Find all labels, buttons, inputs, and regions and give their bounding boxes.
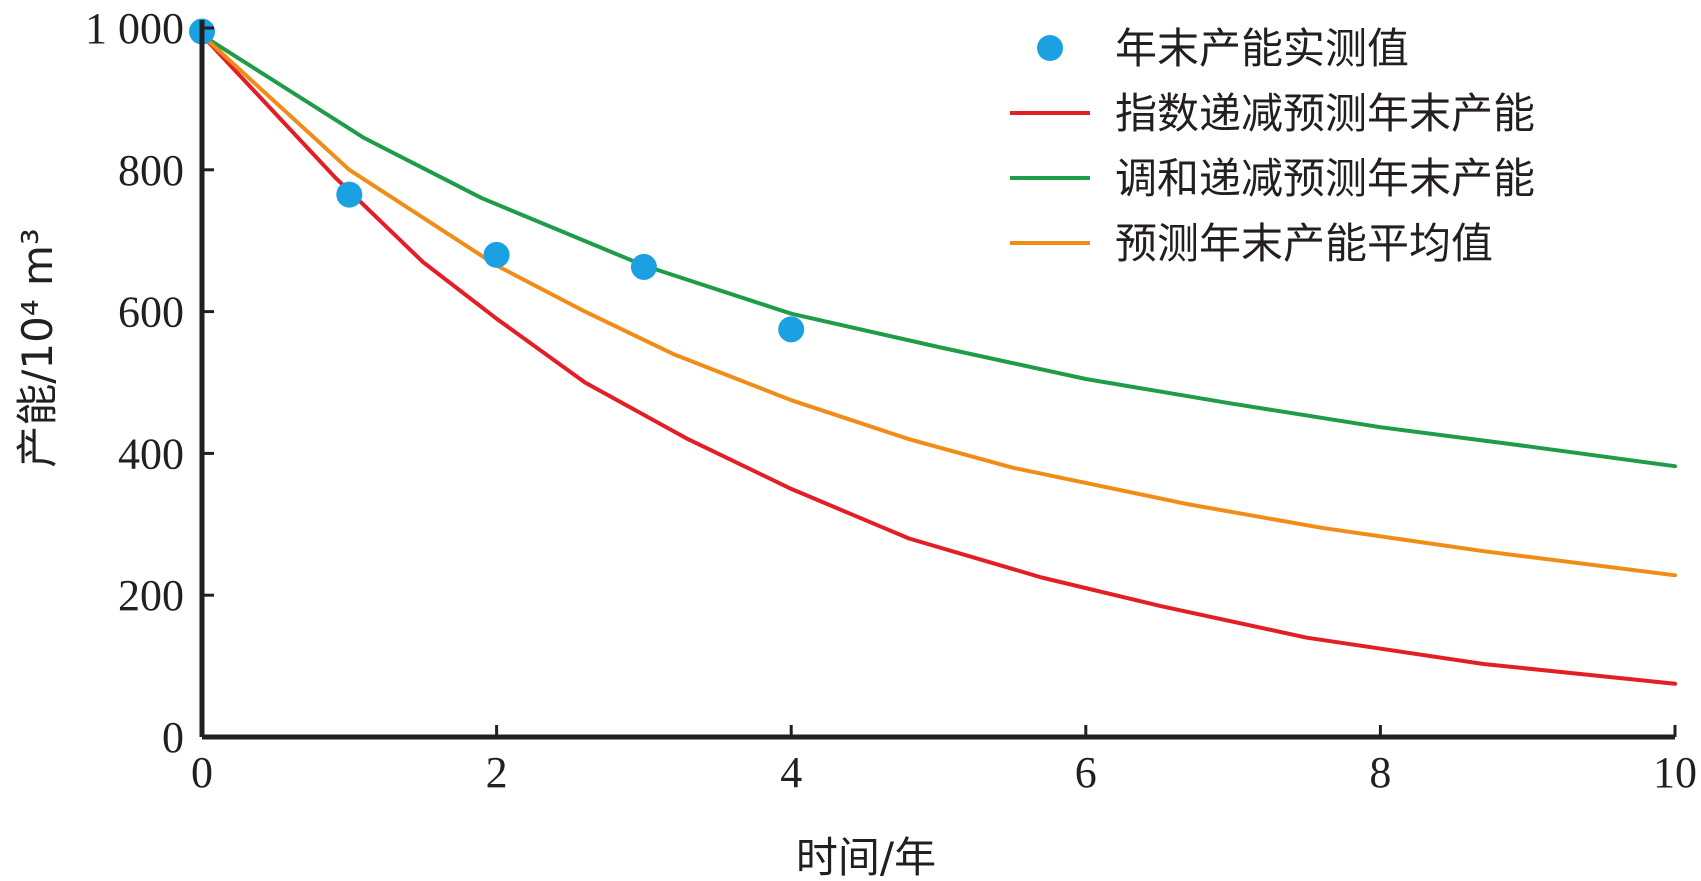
- axes: 0 2 4 6 8 10 0 200 400 600 800 1 000: [85, 4, 1697, 797]
- legend-label-1: 指数递减预测年末产能: [1115, 89, 1535, 138]
- x-tick-label: 4: [780, 748, 802, 797]
- data-point-0-1: [336, 181, 363, 208]
- series-line-2: [200, 33, 1677, 469]
- data-point-0-2: [483, 241, 510, 268]
- x-tick-label: 6: [1075, 748, 1097, 797]
- legend-marker-0: [1037, 35, 1063, 61]
- y-axis-title: 产能/10⁴ m³: [13, 228, 62, 468]
- x-axis-title: 时间/年: [796, 833, 936, 881]
- y-tick-label: 400: [118, 429, 184, 478]
- y-tick-label: 0: [162, 713, 184, 762]
- y-tick-label: 1 000: [85, 4, 184, 53]
- series-line-1: [200, 33, 1677, 686]
- legend-label-0: 年末产能实测值: [1115, 24, 1409, 73]
- y-tick-label: 200: [118, 571, 184, 620]
- data-point-0-4: [778, 316, 805, 343]
- x-tick-label: 10: [1653, 748, 1697, 797]
- y-tick-label: 600: [118, 288, 184, 337]
- series-line-3: [200, 33, 1677, 578]
- data-point-0-3: [630, 253, 657, 280]
- x-tick-label: 0: [191, 748, 213, 797]
- plot-area: [189, 18, 1677, 686]
- y-tick-label: 800: [118, 146, 184, 195]
- x-tick-label: 2: [486, 748, 508, 797]
- x-tick-label: 8: [1369, 748, 1391, 797]
- legend-label-2: 调和递减预测年末产能: [1115, 154, 1535, 203]
- legend-label-3: 预测年末产能平均值: [1115, 219, 1493, 268]
